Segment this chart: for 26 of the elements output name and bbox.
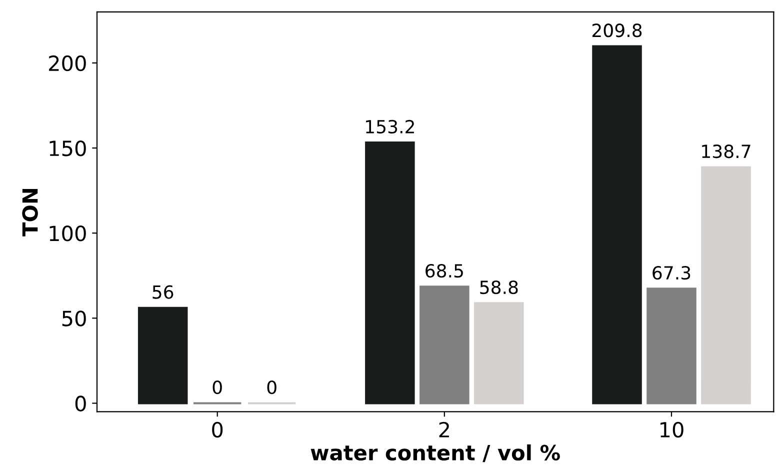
bar — [420, 286, 470, 404]
y-tick-label: 150 — [50, 140, 86, 156]
data-label: 0 — [212, 380, 222, 394]
bar — [646, 288, 696, 404]
y-tick-label: 200 — [49, 55, 86, 72]
bar — [701, 166, 751, 404]
data-label: 68.5 — [426, 264, 463, 278]
data-label: 209.8 — [592, 24, 642, 38]
y-axis-title: TON — [22, 189, 38, 236]
bar — [592, 45, 642, 404]
data-label: 138.7 — [702, 144, 750, 158]
bar — [365, 142, 415, 404]
data-label: 67.3 — [652, 266, 690, 280]
bar — [474, 302, 524, 404]
bar — [138, 306, 188, 404]
x-axis-title: water content / vol % — [310, 444, 560, 462]
x-tick-label: 0 — [212, 422, 223, 438]
y-tick-label: 0 — [75, 396, 86, 412]
x-tick-label: 10 — [660, 422, 684, 438]
y-tick-label: 100 — [50, 226, 86, 242]
data-label: 153.2 — [366, 120, 414, 134]
x-tick-label: 2 — [439, 422, 449, 438]
data-label: 58.8 — [480, 280, 518, 294]
data-label: 56 — [152, 285, 174, 299]
data-label: 0 — [267, 380, 276, 394]
y-tick-label: 50 — [62, 310, 86, 326]
